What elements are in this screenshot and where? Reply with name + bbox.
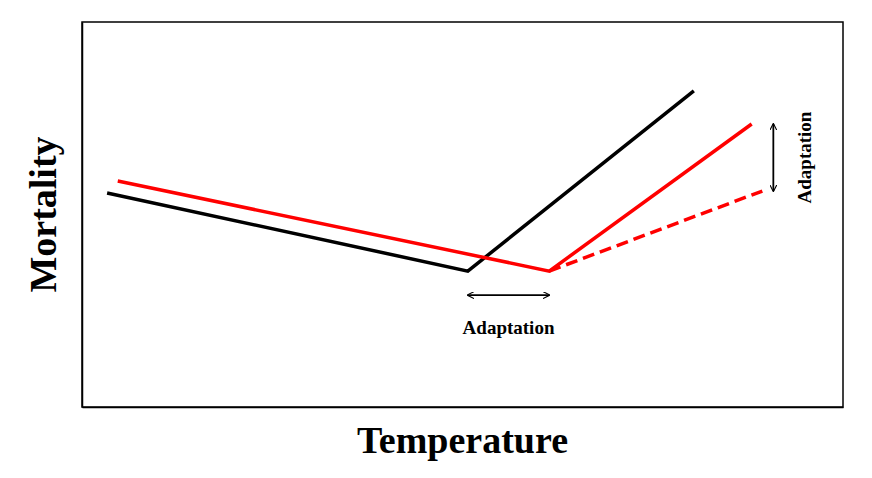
chart: Adaptation Adaptation Temperature Mortality	[0, 0, 872, 478]
x-axis-title: Temperature	[357, 419, 568, 461]
annotation-arrow	[468, 294, 549, 296]
lines	[107, 91, 762, 271]
y-axis	[82, 23, 83, 408]
axis-line	[82, 23, 84, 408]
plot-area: Adaptation Adaptation	[82, 22, 844, 408]
series-line	[107, 91, 694, 271]
annotations: Adaptation Adaptation	[463, 111, 816, 338]
axis-line	[83, 407, 844, 409]
y-axis-title: Mortality	[22, 136, 64, 292]
x-axis	[83, 407, 844, 408]
series-line	[118, 124, 752, 271]
annotation-label: Adaptation	[794, 111, 815, 203]
plot-frame	[82, 22, 843, 407]
annotation-arrow	[772, 124, 774, 191]
annotation-label: Adaptation	[463, 317, 555, 338]
series-line	[549, 191, 762, 271]
